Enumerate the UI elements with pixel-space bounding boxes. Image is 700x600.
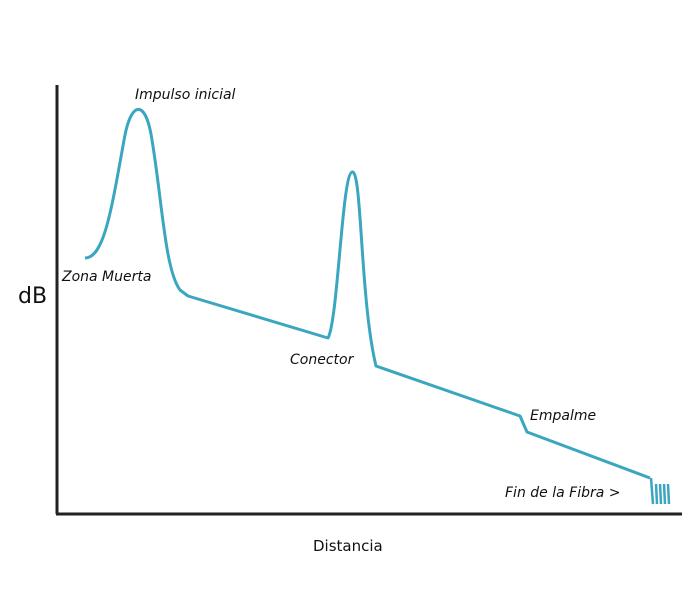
fiber-end-marks xyxy=(649,477,671,505)
otdr-trace xyxy=(84,107,651,480)
annotation: Fin de la Fibra > xyxy=(505,485,620,501)
annotation: Impulso inicial xyxy=(135,87,236,103)
y-axis-label: dB xyxy=(18,284,47,309)
annotation: Empalme xyxy=(530,408,596,424)
annotation: Zona Muerta xyxy=(61,269,151,285)
x-axis-label: Distancia xyxy=(313,537,383,555)
annotation: Conector xyxy=(290,352,355,368)
